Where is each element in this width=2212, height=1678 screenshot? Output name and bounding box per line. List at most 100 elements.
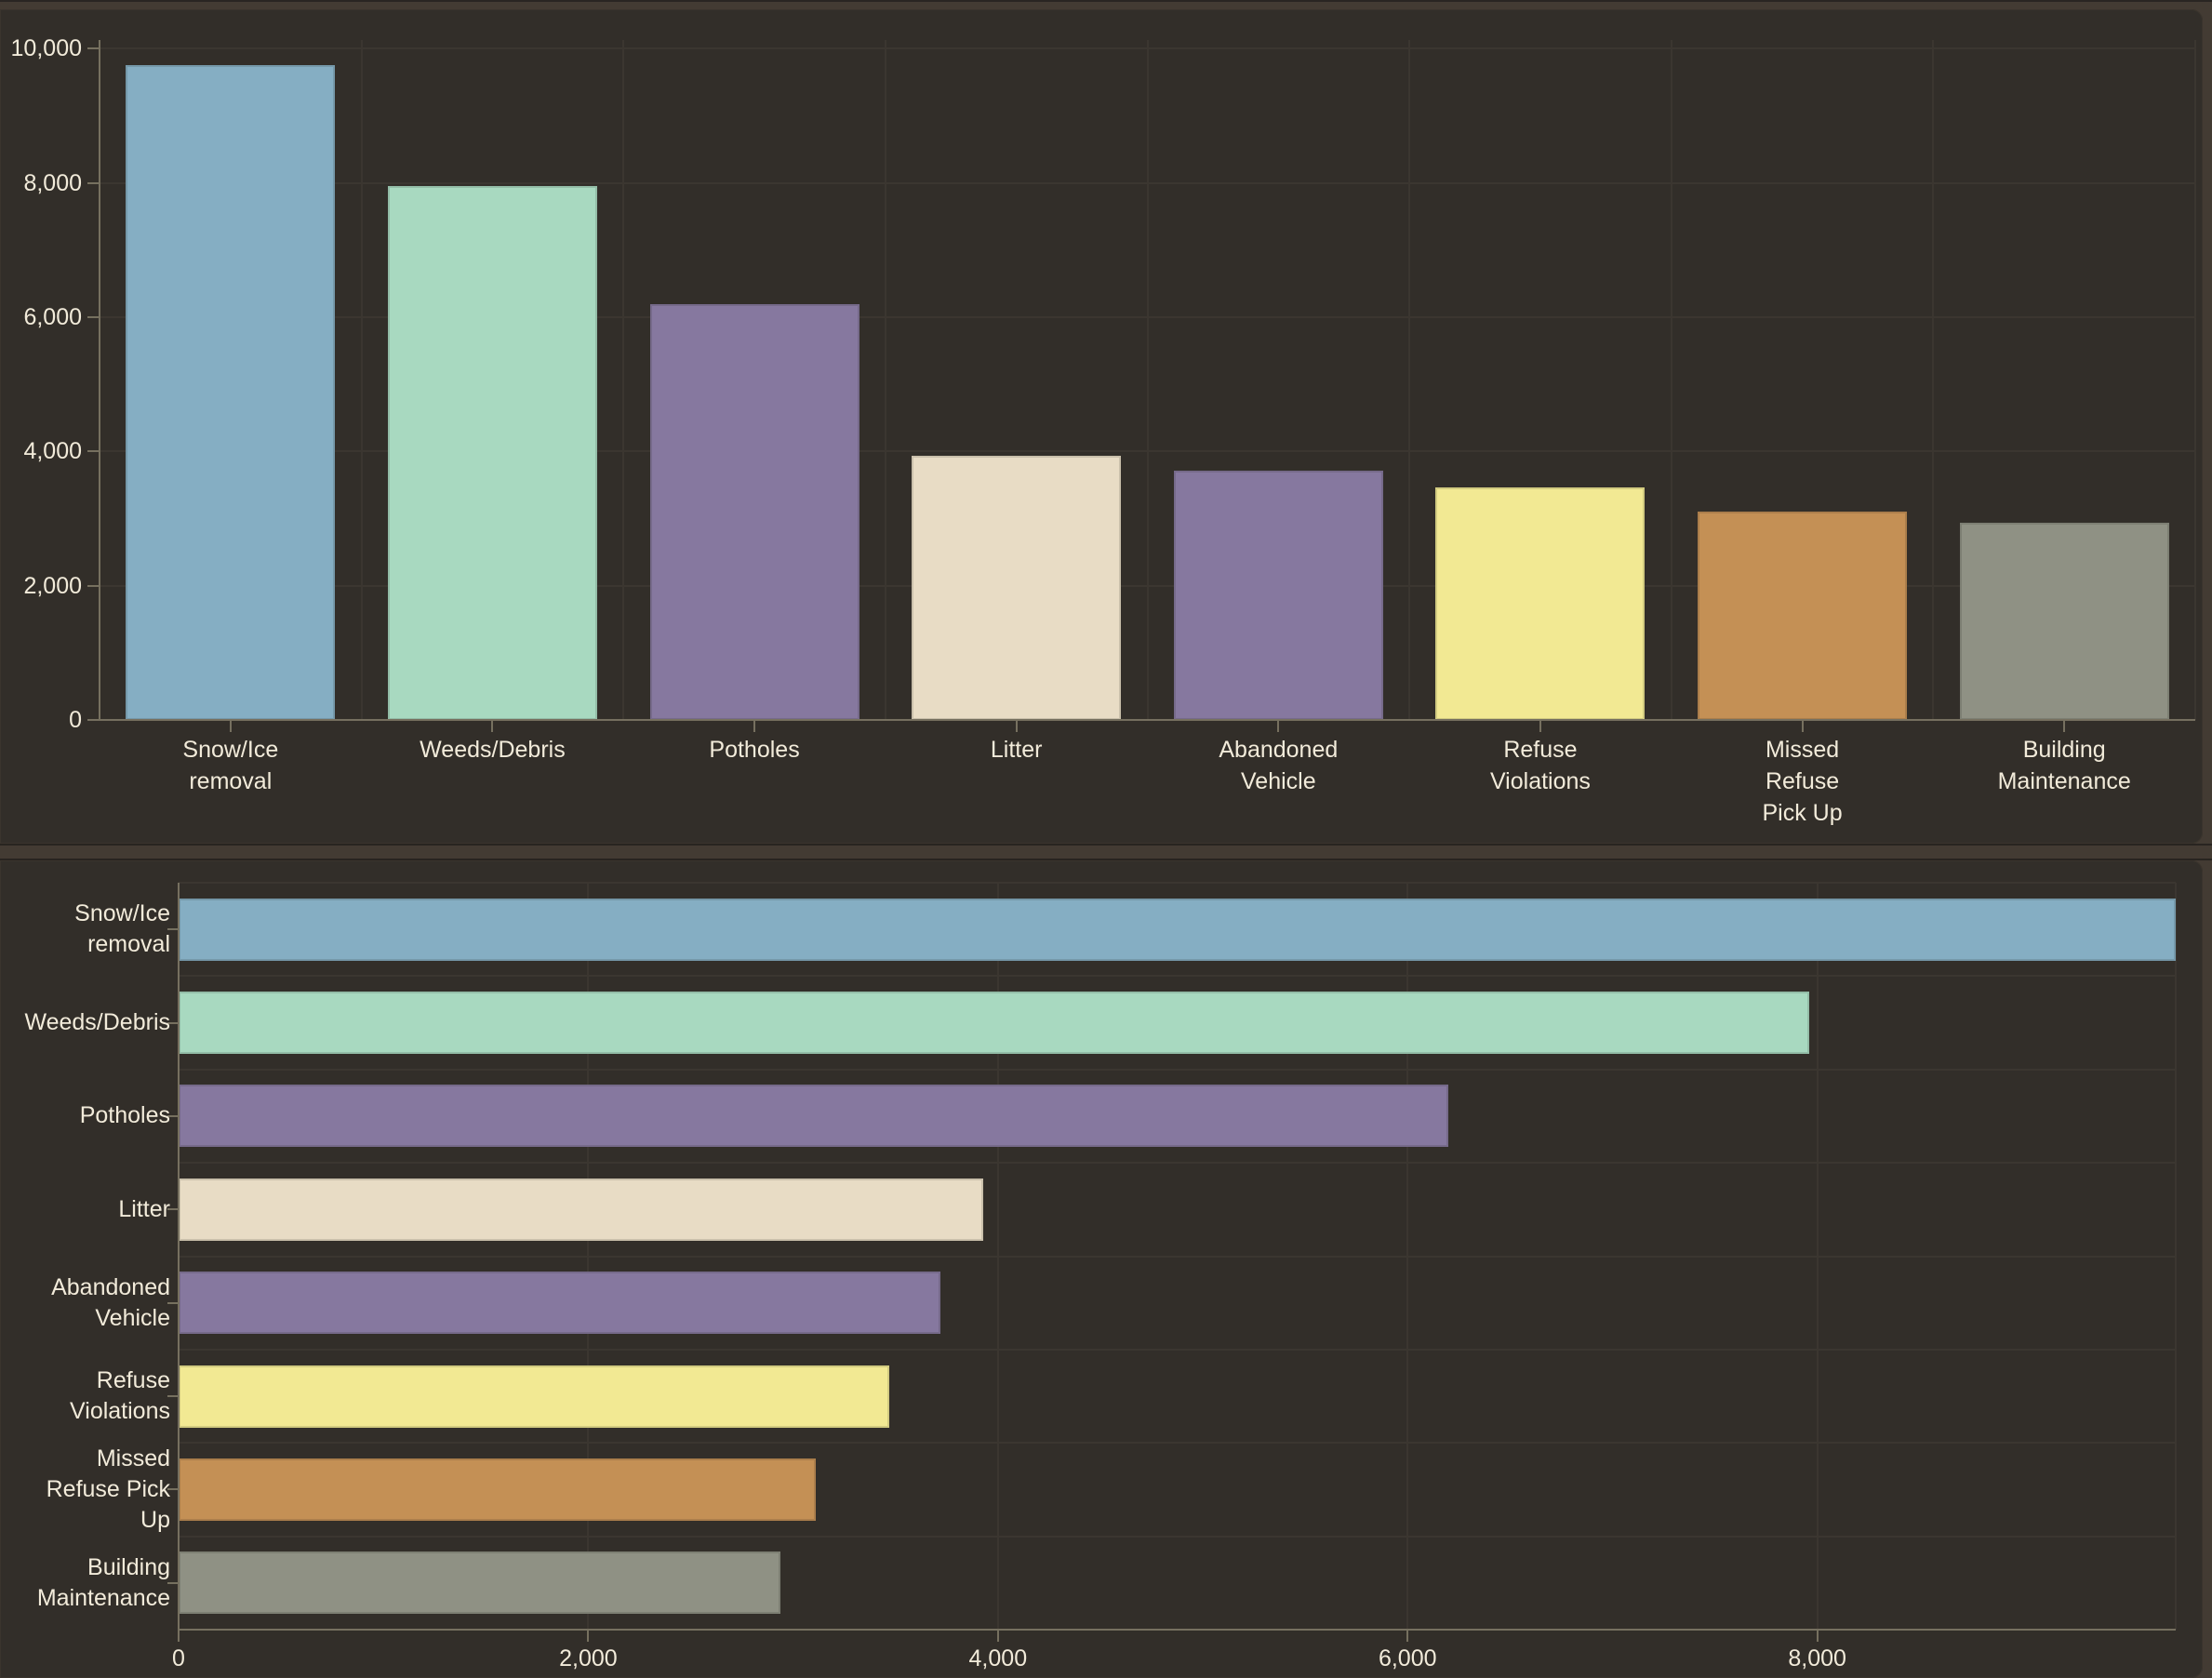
category-label-line: Vehicle — [1241, 768, 1316, 794]
y-gridline — [179, 882, 2176, 884]
y-axis-tick — [167, 1581, 179, 1584]
column-bar-refuse-violations[interactable] — [1435, 486, 1646, 720]
category-label-line: removal — [189, 768, 273, 794]
category-label-line: Missed — [1765, 737, 1840, 763]
category-label-weeds-debris: Weeds/Debris — [362, 734, 624, 766]
y-axis-tick — [87, 47, 100, 50]
category-label-line: Potholes — [709, 737, 800, 763]
y-axis-tick — [167, 1208, 179, 1211]
column-bar-snow-ice-removal[interactable] — [126, 65, 336, 720]
y-axis-tick-label: 10,000 — [10, 35, 82, 62]
category-label-refuse-violations: Refuse Violations — [0, 1365, 170, 1427]
y-gridline — [100, 47, 2195, 50]
y-axis-tick — [87, 316, 100, 319]
y-axis-tick — [167, 1395, 179, 1398]
row-bar-building-maintenance[interactable] — [179, 1551, 781, 1615]
x-gridline — [1146, 40, 1149, 720]
category-label-missed-refuse-pick-up: Missed Refuse Pick Up — [1672, 734, 1934, 829]
page-top-margin — [0, 0, 2212, 9]
category-label-line: Missed — [96, 1445, 170, 1472]
y-gridline — [179, 1255, 2176, 1258]
x-gridline — [2175, 883, 2177, 1630]
category-label-building-maintenance: Building Maintenance — [0, 1552, 170, 1614]
x-axis-line — [100, 719, 2195, 721]
category-label-line: Weeds/Debris — [24, 1009, 170, 1036]
category-label-line: Vehicle — [95, 1304, 170, 1331]
x-axis-tick-label: 6,000 — [1378, 1645, 1437, 1671]
x-axis-tick — [587, 1630, 590, 1642]
x-axis-tick — [1801, 720, 1804, 732]
row-bar-abandoned-vehicle[interactable] — [179, 1272, 941, 1335]
column-bar-potholes[interactable] — [649, 303, 859, 720]
y-axis-tick-label: 4,000 — [23, 438, 82, 465]
category-label-potholes: Potholes — [0, 1100, 170, 1131]
y-axis-line — [99, 40, 100, 720]
category-label-line: Litter — [118, 1195, 170, 1222]
column-bar-litter[interactable] — [912, 456, 1122, 720]
category-label-line: Refuse — [1765, 768, 1840, 794]
x-axis-tick — [1406, 1630, 1409, 1642]
y-axis-tick — [87, 181, 100, 184]
x-axis-tick — [753, 720, 756, 732]
column-bar-building-maintenance[interactable] — [1959, 522, 2169, 720]
row-bar-litter[interactable] — [179, 1178, 984, 1241]
x-axis-tick — [491, 720, 494, 732]
category-label-abandoned-vehicle: Abandoned Vehicle — [0, 1272, 170, 1334]
y-axis-tick — [87, 584, 100, 587]
x-gridline — [1670, 40, 1672, 720]
y-axis-tick — [87, 450, 100, 453]
y-gridline — [100, 450, 2195, 453]
category-label-line: Potholes — [79, 1102, 170, 1129]
x-gridline — [1406, 883, 1409, 1630]
y-gridline — [179, 1442, 2176, 1445]
x-axis-tick-label: 0 — [172, 1645, 185, 1671]
category-label-line: Snow/Ice — [182, 737, 279, 763]
x-axis-tick — [996, 1630, 999, 1642]
y-gridline — [179, 1535, 2176, 1538]
row-bar-snow-ice-removal[interactable] — [179, 898, 2176, 961]
category-label-line: Violations — [70, 1398, 170, 1425]
column-bar-weeds-debris[interactable] — [387, 185, 597, 720]
y-gridline — [100, 181, 2195, 184]
x-gridline — [622, 40, 625, 720]
category-label-weeds-debris: Weeds/Debris — [0, 1007, 170, 1038]
column-bar-missed-refuse-pick-up[interactable] — [1698, 511, 1908, 720]
row-bar-refuse-violations[interactable] — [179, 1365, 890, 1428]
category-label-litter: Litter — [886, 734, 1148, 766]
y-axis-tick-label: 0 — [69, 707, 82, 733]
x-axis-tick — [229, 720, 232, 732]
x-axis-tick — [1816, 1630, 1819, 1642]
row-bar-missed-refuse-pick-up[interactable] — [179, 1458, 816, 1521]
x-gridline — [1932, 40, 1935, 720]
x-axis-tick-label: 4,000 — [968, 1645, 1028, 1671]
category-label-snow-ice-removal: Snow/Ice removal — [0, 899, 170, 960]
x-axis-line — [179, 1629, 2176, 1631]
category-label-missed-refuse-pick-up: Missed Refuse Pick Up — [0, 1444, 170, 1536]
category-label-line: Up — [140, 1506, 170, 1533]
y-axis-tick — [87, 719, 100, 721]
y-gridline — [179, 1068, 2176, 1071]
x-axis-tick — [1539, 720, 1541, 732]
category-label-line: Building — [87, 1553, 170, 1580]
category-label-refuse-violations: Refuse Violations — [1409, 734, 1672, 797]
category-label-line: Refuse — [1503, 737, 1578, 763]
y-axis-tick-label: 2,000 — [23, 572, 82, 599]
category-label-potholes: Potholes — [623, 734, 886, 766]
y-axis-tick-label: 6,000 — [23, 304, 82, 331]
x-gridline — [360, 40, 363, 720]
category-label-line: Violations — [1489, 768, 1591, 794]
row-bar-potholes[interactable] — [179, 1085, 1449, 1148]
x-gridline — [1408, 40, 1411, 720]
y-axis-tick — [167, 1114, 179, 1117]
y-gridline — [179, 1162, 2176, 1165]
x-gridline — [2194, 40, 2196, 720]
y-axis-tick-label: 8,000 — [23, 169, 82, 196]
column-bar-abandoned-vehicle[interactable] — [1173, 470, 1383, 720]
y-axis-tick — [167, 928, 179, 931]
category-label-line: Pick Up — [1762, 800, 1843, 826]
panel-divider — [0, 844, 2212, 860]
category-label-line: Refuse Pick — [46, 1475, 170, 1502]
x-axis-tick-label: 2,000 — [559, 1645, 618, 1671]
row-bar-weeds-debris[interactable] — [179, 992, 1809, 1055]
